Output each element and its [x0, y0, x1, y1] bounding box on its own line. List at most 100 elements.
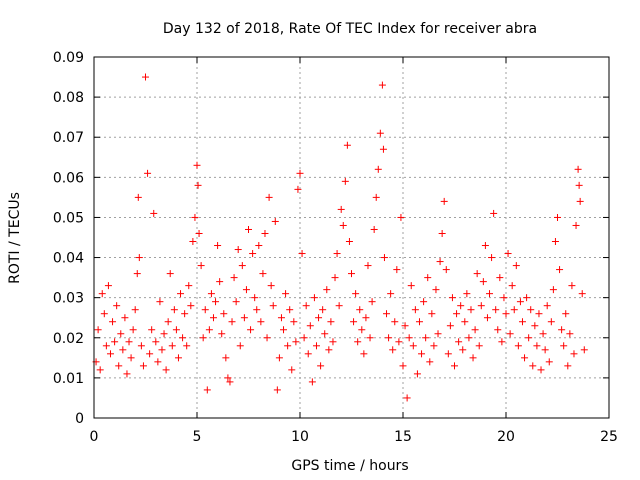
data-point [123, 370, 131, 378]
data-point [527, 306, 535, 314]
data-point [259, 270, 267, 278]
data-point [172, 326, 180, 334]
data-point [253, 306, 261, 314]
x-tick-label: 20 [497, 429, 515, 445]
data-point [362, 314, 370, 322]
x-tick-label: 0 [90, 429, 99, 445]
data-point [539, 330, 547, 338]
data-point [308, 378, 316, 386]
data-point [304, 350, 312, 358]
data-point [150, 209, 158, 217]
data-point [327, 318, 335, 326]
data-point [368, 298, 376, 306]
data-point [504, 250, 512, 258]
data-point [106, 350, 114, 358]
data-point [98, 290, 106, 298]
data-point [104, 282, 112, 290]
data-point [109, 318, 117, 326]
data-point [275, 354, 283, 362]
data-point [205, 326, 213, 334]
axis-ticks: 0 0.01 0.02 0.03 0.04 0.05 0.06 0.07 0.08 0.09 0 5 1… [53, 50, 618, 445]
data-point [391, 318, 399, 326]
data-point [409, 342, 417, 350]
data-point [514, 342, 522, 350]
data-point [525, 334, 533, 342]
plot-frame [93, 56, 610, 419]
data-point [395, 338, 403, 346]
data-point [399, 362, 407, 370]
data-point [189, 238, 197, 246]
data-point [407, 282, 415, 290]
data-point [580, 346, 588, 354]
data-point [379, 145, 387, 153]
y-tick-label: 0.07 [53, 130, 84, 146]
data-point [216, 278, 224, 286]
data-point [541, 346, 549, 354]
data-point [277, 314, 285, 322]
data-point [249, 250, 257, 258]
data-point [193, 161, 201, 169]
data-point [547, 318, 555, 326]
y-tick-label: 0.06 [53, 170, 84, 186]
data-point [479, 278, 487, 286]
data-point [483, 314, 491, 322]
data-point [508, 282, 516, 290]
data-point [257, 318, 265, 326]
data-point [315, 314, 323, 322]
data-point [364, 262, 372, 270]
data-point [405, 334, 413, 342]
data-point [531, 322, 539, 330]
data-point [312, 342, 320, 350]
data-point [383, 310, 391, 318]
grid-lines [94, 57, 609, 418]
data-point [498, 338, 506, 346]
data-point [411, 306, 419, 314]
data-point [529, 362, 537, 370]
y-tick-label: 0.04 [53, 251, 84, 267]
data-point [209, 314, 217, 322]
data-point [148, 326, 156, 334]
data-point [234, 246, 242, 254]
data-point [214, 242, 222, 250]
data-point [574, 165, 582, 173]
data-point [226, 378, 234, 386]
data-point [545, 358, 553, 366]
data-point [146, 350, 154, 358]
data-point [461, 318, 469, 326]
data-point [201, 306, 209, 314]
data-point [240, 314, 248, 322]
data-point [333, 250, 341, 258]
data-point [432, 286, 440, 294]
data-point [496, 274, 504, 282]
data-point [492, 306, 500, 314]
data-point [290, 318, 298, 326]
data-point [166, 270, 174, 278]
data-point [533, 342, 541, 350]
data-point [535, 310, 543, 318]
data-point [436, 258, 444, 266]
data-point [265, 193, 273, 201]
data-point [477, 302, 485, 310]
data-point [570, 350, 578, 358]
data-point [481, 242, 489, 250]
data-point [372, 193, 380, 201]
data-point [137, 342, 145, 350]
data-point [438, 229, 446, 237]
data-point [245, 225, 252, 233]
data-point [288, 366, 296, 374]
data-point [271, 217, 279, 225]
data-point [378, 81, 386, 89]
data-point [442, 266, 450, 274]
data-point [242, 286, 250, 294]
data-point [96, 366, 104, 374]
data-point [127, 354, 135, 362]
data-point [551, 238, 559, 246]
data-point [100, 310, 108, 318]
data-point [465, 334, 473, 342]
data-point [261, 229, 269, 237]
data-point [415, 318, 423, 326]
data-point [387, 290, 395, 298]
data-point [203, 386, 211, 394]
data-point [247, 326, 255, 334]
